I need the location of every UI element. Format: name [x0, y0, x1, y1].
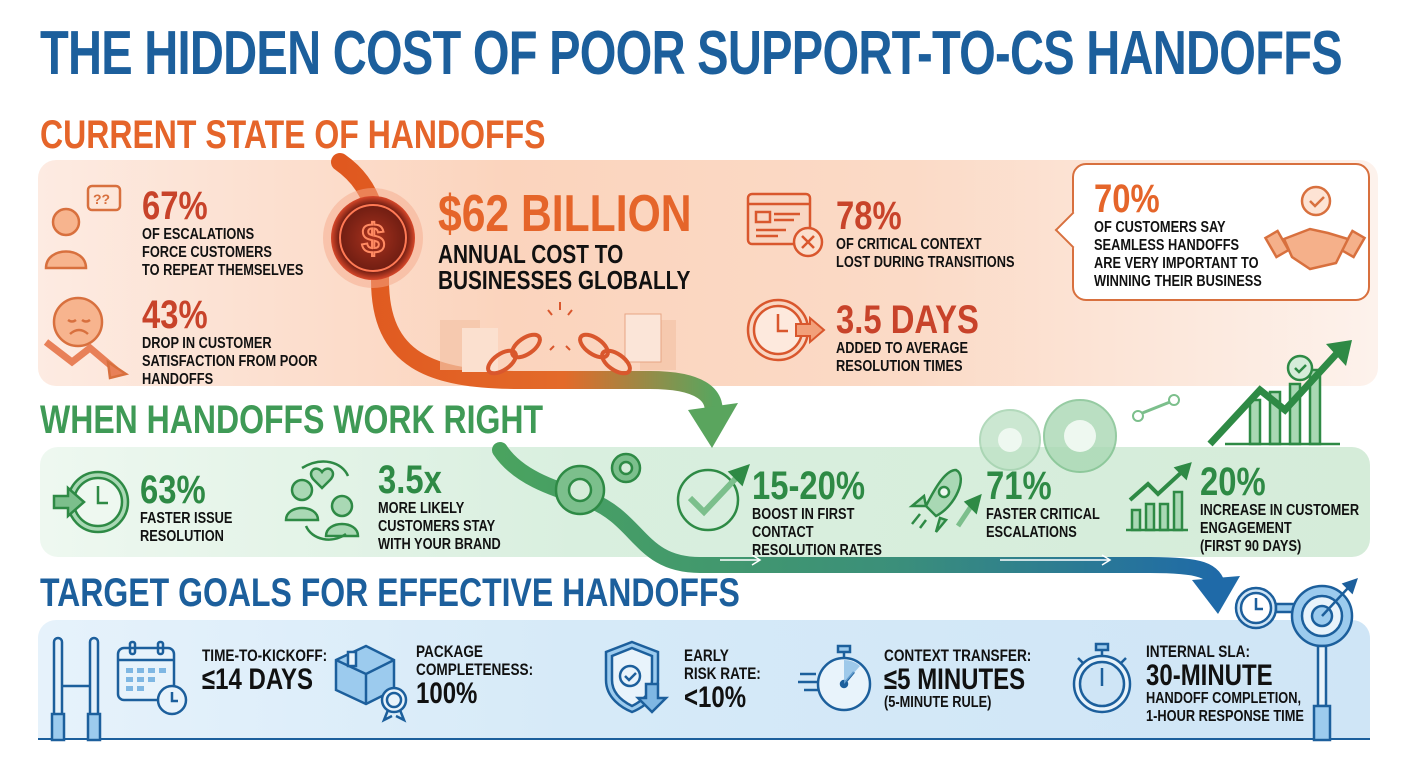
callout-70-percent: 70% OF CUSTOMERS SAY SEAMLESS HANDOFFS A… [1072, 163, 1370, 301]
stat-value: 3.5x [378, 458, 442, 502]
stat-3-5-days: 3.5 DAYS ADDED TO AVERAGE RESOLUTION TIM… [836, 298, 979, 375]
goal-value: 100% [416, 677, 478, 710]
callout-text: 70% OF CUSTOMERS SAY SEAMLESS HANDOFFS A… [1094, 177, 1262, 290]
confused-customer-icon: ?? [44, 184, 122, 270]
stat-value: $62 BILLION [438, 185, 692, 243]
goal-value: <10% [684, 681, 747, 714]
stat-20-percent: 20% INCREASE IN CUSTOMER ENGAGEMENT (FIR… [1200, 460, 1360, 555]
stat-3-5x: 3.5x MORE LIKELY CUSTOMERS STAY WITH YOU… [378, 458, 501, 553]
gears-icon [554, 452, 642, 516]
stat-value: 70% [1094, 177, 1160, 221]
target-goals-panel [38, 620, 1370, 740]
goal-context-transfer: CONTEXT TRANSFER: ≤5 MINUTES (5-MINUTE R… [884, 646, 1032, 711]
section-title-target-goals: TARGET GOALS FOR EFFECTIVE HANDOFFS [40, 571, 740, 615]
goal-post-icon [50, 636, 102, 742]
growth-chart-icon [1126, 462, 1192, 532]
goal-value: ≤5 MINUTES [884, 663, 1026, 696]
section-title-current-state: CURRENT STATE OF HANDOFFS [40, 113, 546, 157]
clock-arrow-icon [746, 298, 826, 362]
clock-forward-icon [52, 470, 130, 534]
dollar-coin-icon: $ [323, 188, 423, 288]
stat-value: 67% [142, 184, 208, 228]
check-arrow-icon [676, 464, 750, 532]
svg-text:??: ?? [93, 191, 110, 207]
page-title: THE HIDDEN COST OF POOR SUPPORT-TO-CS HA… [40, 19, 1343, 88]
package-badge-icon [334, 644, 408, 723]
stat-value: 43% [142, 293, 208, 337]
broken-chain-icon [440, 302, 676, 376]
sad-face-down-arrow-icon [43, 296, 130, 380]
stat-value: 78% [836, 194, 902, 238]
stat-value: 63% [140, 468, 206, 512]
fast-stopwatch-icon [798, 644, 872, 712]
stat-62-billion: $62 BILLION ANNUAL COST TO BUSINESSES GL… [438, 185, 692, 295]
customer-loyalty-icon [284, 460, 360, 541]
calendar-clock-icon [116, 640, 188, 716]
stat-71-percent: 71% FASTER CRITICAL ESCALATIONS [986, 464, 1100, 541]
document-error-icon [746, 192, 824, 258]
stat-67-percent: 67% OF ESCALATIONS FORCE CUSTOMERS TO RE… [142, 184, 304, 279]
goal-internal-sla: INTERNAL SLA: 30-MINUTE HANDOFF COMPLETI… [1146, 642, 1304, 725]
stat-value: 15-20% [752, 464, 866, 508]
stat-63-percent: 63% FASTER ISSUE RESOLUTION [140, 468, 233, 545]
goal-early-risk-rate: EARLY RISK RATE: <10% [684, 646, 761, 714]
goal-time-to-kickoff: TIME-TO-KICKOFF: ≤14 DAYS [202, 646, 328, 696]
stat-15-20-percent: 15-20% BOOST IN FIRST CONTACT RESOLUTION… [752, 464, 882, 559]
stat-43-percent: 43% DROP IN CUSTOMER SATISFACTION FROM P… [142, 293, 318, 388]
goal-package-completeness: PACKAGE COMPLETENESS: 100% [416, 642, 534, 710]
gears-growth-decoration-icon [979, 340, 1352, 473]
clock-target-icon [1234, 578, 1358, 742]
section-title-work-right: WHEN HANDOFFS WORK RIGHT [40, 398, 544, 442]
goal-value: ≤14 DAYS [202, 663, 314, 696]
stat-78-percent: 78% OF CRITICAL CONTEXT LOST DURING TRAN… [836, 194, 1015, 271]
handshake-check-icon [1263, 185, 1367, 271]
stat-value: 3.5 DAYS [836, 298, 979, 342]
goal-value: 30-MINUTE [1146, 659, 1273, 692]
svg-text:$: $ [361, 215, 384, 262]
stat-value: 20% [1200, 460, 1266, 504]
stat-value: 71% [986, 464, 1052, 508]
rocket-icon [908, 468, 982, 533]
shield-down-icon [604, 640, 670, 714]
work-right-panel [40, 447, 1370, 557]
stopwatch-icon [1072, 642, 1132, 714]
